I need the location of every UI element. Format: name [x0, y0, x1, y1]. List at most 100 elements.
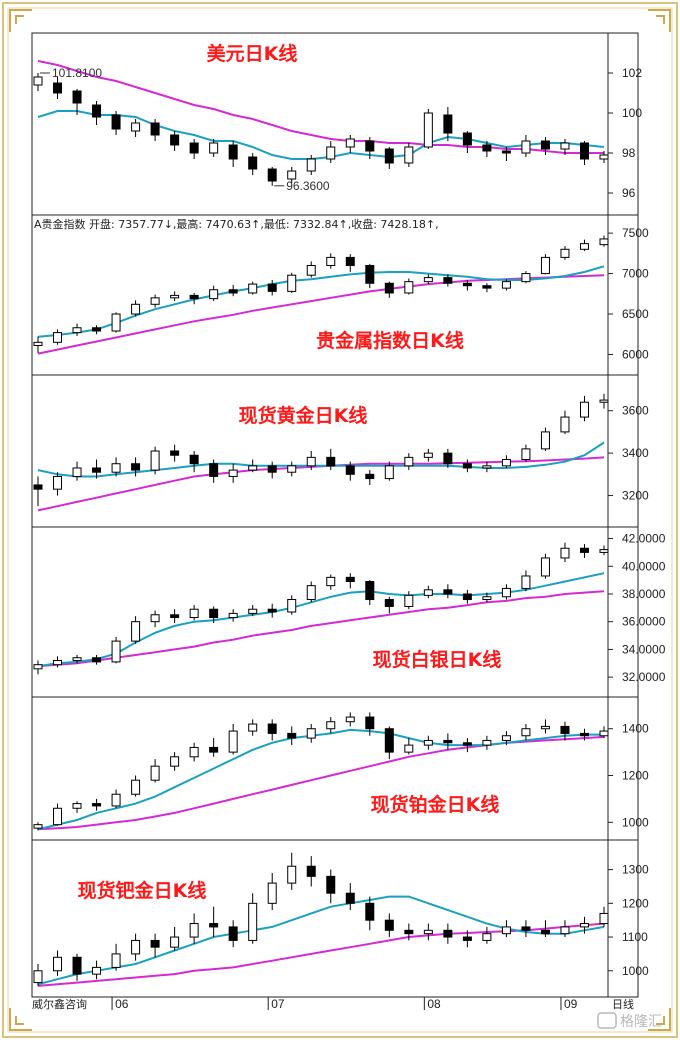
y-tick-label: 102: [622, 66, 642, 80]
candle-up: [345, 138, 355, 148]
frame-corner-ornament-1: [648, 9, 671, 32]
candle-down: [228, 289, 238, 294]
frame-corner-ornament-2: [9, 1008, 32, 1031]
candle-up: [306, 456, 316, 467]
candle-up: [209, 289, 219, 300]
ma-line-ma-slow: [37, 60, 604, 154]
panel-4: 32.0000 34.0000 36.0000 38.0000 40.0000 42.00…: [33, 532, 666, 684]
candle-down: [170, 614, 180, 619]
candle-down: [365, 581, 375, 601]
y-tick-label: 1200: [622, 896, 649, 910]
candle-up: [248, 608, 258, 614]
candle-up: [501, 587, 511, 598]
panel-3: 3200 3400 3600 现货黄金日K线: [33, 393, 649, 512]
candle-up: [326, 721, 336, 730]
candle-down: [92, 803, 102, 807]
ma-line-ma-fast: [37, 895, 605, 986]
candle-down: [443, 114, 453, 134]
candle-down: [462, 593, 472, 601]
candle-up: [501, 281, 511, 289]
candle-up: [521, 140, 531, 154]
candle-down: [560, 725, 570, 734]
candle-down: [189, 454, 199, 465]
candle-up: [404, 281, 414, 294]
ma-line-ma-fast: [37, 728, 604, 831]
candle-up: [306, 585, 316, 601]
candle-up: [287, 599, 297, 613]
y-tick-label: 1000: [622, 964, 649, 978]
candle-up: [501, 735, 511, 741]
candle-down: [384, 599, 394, 607]
candle-up: [560, 416, 570, 433]
source-label: 威尔鑫咨询: [32, 997, 87, 1011]
candle-up: [599, 549, 609, 553]
candle-down: [443, 739, 453, 744]
y-tick-label: 1200: [622, 769, 649, 783]
candle-down: [443, 929, 453, 938]
candle-down: [92, 467, 102, 473]
candle-up: [482, 465, 492, 469]
candle-up: [53, 332, 63, 343]
y-tick-label: 1300: [622, 863, 649, 877]
candle-down: [365, 473, 375, 480]
candle-up: [540, 557, 550, 577]
plot-border: [31, 32, 639, 998]
candle-up: [404, 456, 414, 467]
candle-down: [482, 144, 492, 152]
candle-down: [267, 283, 277, 292]
y-tick-label: 42.0000: [622, 532, 666, 546]
y-tick-label: 98: [622, 146, 636, 160]
ma-line-ma-fast: [37, 441, 605, 478]
candle-up: [248, 283, 258, 294]
candle-down: [33, 484, 43, 490]
candle-up: [306, 728, 316, 739]
y-tick-label: 6500: [622, 307, 649, 321]
candle-up: [521, 448, 531, 460]
candle-down: [384, 148, 394, 164]
candle-up: [521, 575, 531, 589]
candle-up: [189, 746, 199, 758]
annotation-label: 101.8100: [52, 66, 102, 80]
panel-6: 1000 1100 1200 1300 现货钯金日K线: [33, 852, 649, 987]
candle-up: [72, 467, 82, 477]
candle-down: [482, 285, 492, 289]
candle-up: [170, 756, 180, 767]
candle-down: [579, 732, 589, 737]
candle-down: [384, 919, 394, 931]
candle-up: [111, 463, 121, 473]
period-label: 日线: [612, 997, 634, 1011]
candle-down: [92, 657, 102, 663]
candle-down: [404, 929, 414, 935]
candle-up: [482, 933, 492, 941]
candle-up: [53, 475, 63, 490]
candle-up: [150, 765, 160, 781]
candle-up: [326, 576, 336, 587]
candle-down: [267, 168, 277, 182]
inner-frame: [7, 7, 673, 1033]
panel-title: 美元日K线: [207, 42, 298, 65]
y-tick-label: 40.0000: [622, 559, 666, 573]
candle-down: [345, 256, 355, 266]
candle-up: [72, 327, 82, 334]
candle-up: [404, 744, 414, 753]
candle-down: [209, 746, 219, 753]
candle-up: [287, 865, 297, 884]
candle-up: [131, 779, 141, 795]
candle-up: [579, 243, 589, 250]
ma-line-ma-fast: [37, 265, 605, 338]
y-tick-label: 100: [622, 106, 642, 120]
annotation-label: 96.3600: [286, 179, 330, 193]
candle-down: [443, 589, 453, 595]
candle-down: [131, 463, 141, 471]
candle-up: [131, 621, 141, 642]
candle-down: [521, 926, 531, 931]
candle-up: [560, 142, 570, 150]
candle-up: [287, 465, 297, 473]
candle-down: [150, 122, 160, 136]
candle-up: [423, 452, 433, 458]
candle-up: [170, 294, 180, 299]
